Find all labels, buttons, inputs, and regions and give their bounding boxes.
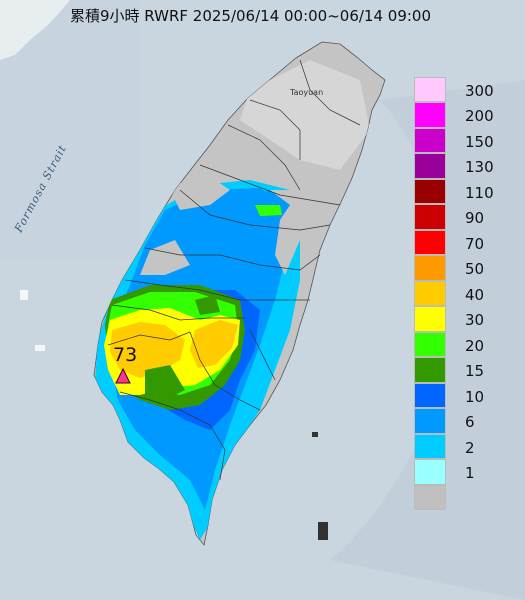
legend-swatch	[414, 433, 446, 460]
legend-swatch	[414, 178, 446, 205]
legend-swatch	[414, 255, 446, 281]
sea-relief	[330, 80, 525, 600]
map-title: 累積9小時 RWRF 2025/06/14 00:00~06/14 09:00	[70, 7, 432, 25]
legend-label: 50	[465, 260, 485, 279]
islet	[20, 290, 28, 300]
rainfall-legend	[414, 77, 446, 510]
legend-swatch	[414, 204, 446, 230]
legend-swatch	[414, 102, 446, 128]
legend-label: 15	[465, 362, 485, 381]
legend-label: 2	[465, 438, 475, 457]
legend-label: 150	[465, 132, 494, 151]
legend-swatch	[414, 484, 446, 510]
islet	[318, 522, 328, 540]
legend-swatch	[414, 459, 446, 485]
legend-label: 130	[465, 158, 494, 177]
legend-swatch	[414, 280, 446, 307]
legend-label: 20	[465, 336, 485, 355]
legend-swatch	[414, 357, 446, 383]
legend-label: 110	[465, 183, 494, 202]
legend-label: 300	[465, 82, 494, 100]
legend-label: 90	[465, 209, 485, 228]
max-value-label: 73	[113, 344, 138, 366]
mainland-coast	[0, 0, 70, 60]
legend-swatch	[414, 153, 446, 179]
legend-label: 30	[465, 311, 485, 330]
legend-swatch	[414, 382, 446, 409]
legend-label: 6	[465, 413, 475, 432]
legend-label: 10	[465, 387, 485, 406]
legend-swatch	[414, 408, 446, 434]
legend-swatch	[414, 77, 446, 103]
legend-label: 70	[465, 234, 485, 253]
county-boundaries	[107, 59, 361, 481]
legend-swatch	[414, 331, 446, 358]
legend-label: 1	[465, 464, 475, 483]
legend-swatch	[414, 229, 446, 256]
max-marker-icon	[115, 367, 131, 384]
islet	[312, 432, 318, 437]
legend-label: 40	[465, 285, 485, 304]
legend-label: 200	[465, 107, 494, 126]
legend-swatch	[414, 306, 446, 332]
city-label: Taoyuan	[290, 88, 324, 97]
rainfall-layer	[95, 60, 370, 540]
islet	[35, 345, 45, 351]
legend-swatch	[414, 127, 446, 154]
